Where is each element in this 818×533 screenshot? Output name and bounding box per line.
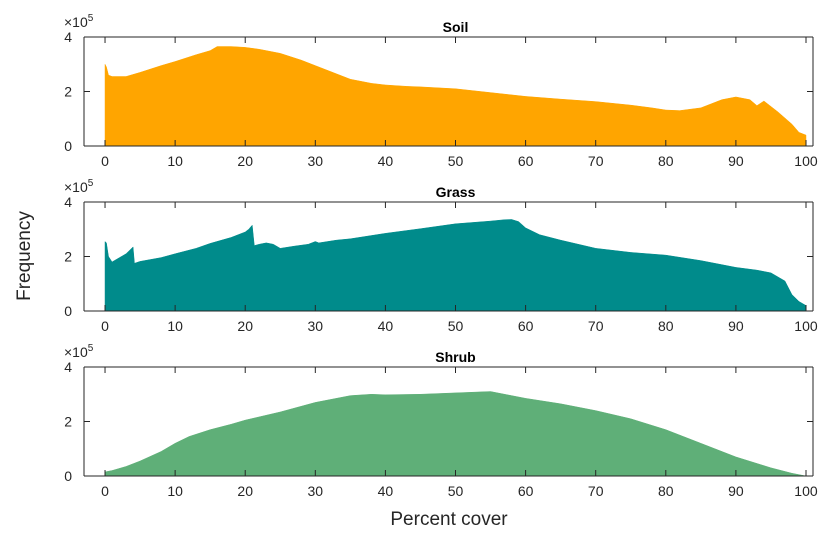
grass-x-tick-label: 90 (728, 318, 744, 334)
grass-x-tick-label: 40 (378, 318, 394, 334)
shrub-x-tick-label: 50 (448, 483, 464, 499)
x-axis-label: Percent cover (390, 509, 508, 530)
grass-x-tick-label: 100 (794, 318, 818, 334)
soil-x-tick-label: 40 (378, 153, 394, 169)
soil-x-tick-label: 100 (794, 153, 818, 169)
soil-x-tick-label: 50 (448, 153, 464, 169)
grass-x-tick-label: 0 (101, 318, 109, 334)
grass-x-tick-label: 70 (588, 318, 604, 334)
grass-panel: 0 10 20 30 40 50 60 70 80 90 100 0 2 4×105 Grass (64, 178, 818, 334)
soil-x-tick-label: 20 (237, 153, 253, 169)
shrub-x-tick-label: 0 (101, 483, 109, 499)
soil-y-tick-label: 2 (64, 84, 72, 100)
soil-x-tick-label: 70 (588, 153, 604, 169)
shrub-x-tick-label: 30 (308, 483, 324, 499)
shrub-exponent-label: ×105 (64, 343, 94, 360)
soil-x-tick-label: 30 (308, 153, 324, 169)
soil-area (105, 47, 806, 146)
soil-exponent-label: ×105 (64, 13, 94, 30)
shrub-y-tick-label: 4 (64, 359, 72, 375)
soil-x-tick-label: 0 (101, 153, 109, 169)
soil-x-tick-label: 10 (167, 153, 183, 169)
shrub-panel: 0 10 20 30 40 50 60 70 80 90 100 0 2 4×105 Shrub (64, 343, 818, 499)
shrub-x-tick-label: 20 (237, 483, 253, 499)
grass-x-tick-label: 80 (658, 318, 674, 334)
shrub-x-tick-label: 10 (167, 483, 183, 499)
grass-x-tick-label: 20 (237, 318, 253, 334)
grass-x-tick-label: 50 (448, 318, 464, 334)
shrub-y-tick-label: 2 (64, 414, 72, 430)
soil-x-tick-label: 80 (658, 153, 674, 169)
soil-x-tick-label: 90 (728, 153, 744, 169)
grass-y-tick-label: 2 (64, 249, 72, 265)
grass-y-tick-label: 4 (64, 194, 72, 210)
soil-y-tick-label: 4 (64, 29, 72, 45)
grass-x-tick-label: 30 (308, 318, 324, 334)
grass-y-tick-label: 0 (64, 303, 72, 319)
shrub-y-tick-label: 0 (64, 468, 72, 484)
shrub-x-tick-label: 70 (588, 483, 604, 499)
soil-x-tick-label: 60 (518, 153, 534, 169)
soil-panel: 0 10 20 30 40 50 60 70 80 90 100 0 2 4×105 Soil (64, 13, 818, 169)
grass-x-tick-label: 60 (518, 318, 534, 334)
shrub-x-tick-label: 100 (794, 483, 818, 499)
shrub-area (105, 392, 806, 476)
shrub-x-tick-label: 60 (518, 483, 534, 499)
shrub-panel-title: Shrub (435, 349, 475, 365)
y-axis-label: Frequency (14, 211, 35, 301)
soil-panel-title: Soil (443, 19, 469, 35)
soil-y-tick-label: 0 (64, 138, 72, 154)
grass-exponent-label: ×105 (64, 178, 94, 195)
shrub-x-tick-label: 40 (378, 483, 394, 499)
grass-area (105, 219, 806, 311)
grass-panel-title: Grass (436, 184, 476, 200)
shrub-x-tick-label: 90 (728, 483, 744, 499)
shrub-x-tick-label: 80 (658, 483, 674, 499)
grass-x-tick-label: 10 (167, 318, 183, 334)
